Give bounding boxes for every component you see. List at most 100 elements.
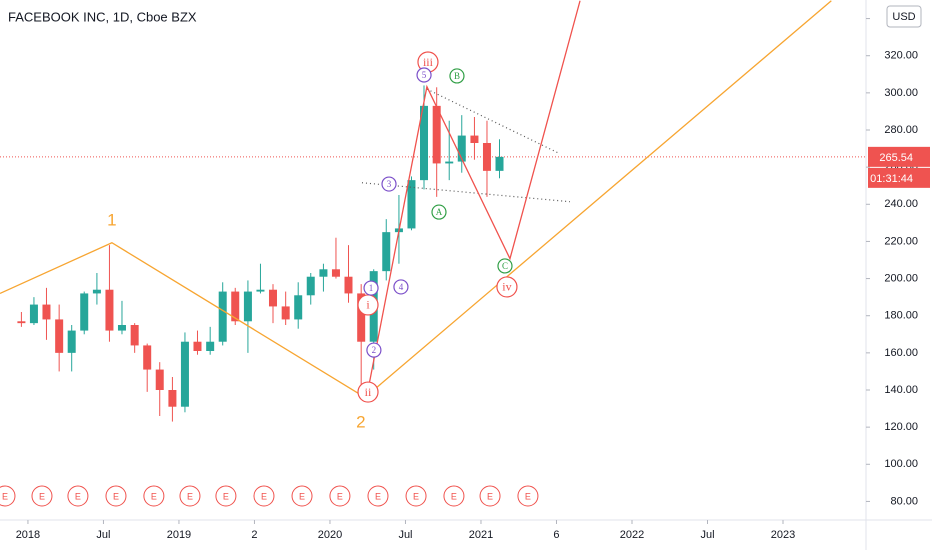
y-tick-label: 120.00 — [884, 421, 918, 433]
earnings-marker — [367, 485, 389, 507]
wave-label-circle — [496, 276, 518, 298]
wave-label: 2 — [372, 345, 377, 355]
earnings-marker — [517, 485, 539, 507]
earnings-label: E — [223, 491, 229, 501]
candle-body — [130, 325, 139, 346]
candle-body — [281, 306, 290, 320]
earnings-marker — [0, 485, 16, 507]
wave-label-circle — [357, 381, 379, 403]
currency-button[interactable] — [886, 5, 922, 28]
earnings-marker — [253, 485, 275, 507]
candle-body — [495, 156, 504, 171]
y-tick-label: 300.00 — [884, 87, 918, 99]
wave-label: 3 — [387, 179, 392, 189]
last-price-text: 265.54 — [879, 152, 913, 164]
earnings-label: E — [2, 491, 8, 501]
candle-body — [331, 269, 340, 277]
x-tick-label: 2023 — [771, 529, 795, 541]
earnings-label: E — [375, 491, 381, 501]
candle-body — [243, 291, 252, 322]
x-tick-label: Jul — [398, 529, 412, 541]
countdown-tag — [868, 167, 930, 188]
x-tick-label: Jul — [700, 529, 714, 541]
earnings-marker — [405, 485, 427, 507]
y-tick-label: 80.00 — [890, 495, 918, 507]
candle-body — [80, 293, 89, 331]
candle-body — [218, 291, 227, 342]
wave-label-circle — [366, 342, 382, 358]
candle-body — [92, 289, 101, 294]
candle-body — [407, 180, 416, 229]
candle-body — [42, 304, 51, 320]
candle-body — [457, 135, 466, 162]
candle-body — [105, 289, 114, 331]
wave-label: iv — [502, 280, 511, 294]
candle-body — [268, 289, 277, 307]
x-tick-label: 2021 — [469, 529, 493, 541]
earnings-label: E — [451, 491, 457, 501]
wave-label: B — [454, 71, 460, 81]
candle-body — [294, 295, 303, 320]
wave-label: i — [366, 298, 370, 312]
candle-body — [445, 161, 454, 164]
wave-label-circle — [381, 176, 397, 192]
price-axis — [866, 0, 932, 520]
earnings-label: E — [261, 491, 267, 501]
currency-label[interactable]: USD — [892, 11, 915, 23]
wave-label-circle — [497, 258, 513, 274]
x-tick-label: Jul — [96, 529, 110, 541]
wave-label: ii — [365, 385, 372, 399]
earnings-label: E — [299, 491, 305, 501]
candle-body — [143, 345, 152, 370]
wave-label-circle — [416, 67, 432, 83]
last-price-tag — [868, 146, 930, 167]
wave-label-circle — [393, 279, 409, 295]
candle-body — [17, 321, 26, 324]
y-tick-label: 180.00 — [884, 310, 918, 322]
wave-line — [367, 0, 581, 391]
earnings-label: E — [413, 491, 419, 501]
wave-label-circle — [363, 280, 379, 296]
wave-label: C — [502, 261, 508, 271]
candle-body — [482, 143, 491, 171]
earnings-label: E — [39, 491, 45, 501]
earnings-label: E — [151, 491, 157, 501]
candle-body — [55, 319, 64, 353]
earnings-marker — [143, 485, 165, 507]
x-tick-label: 2019 — [167, 529, 191, 541]
y-tick-label: 140.00 — [884, 384, 918, 396]
chart-title: FACEBOOK INC, 1D, Cboe BZX — [8, 9, 197, 24]
y-tick-label: 220.00 — [884, 235, 918, 247]
trend-line — [361, 182, 570, 203]
candle-body — [470, 135, 479, 143]
candle-body — [193, 341, 202, 351]
earnings-marker — [329, 485, 351, 507]
y-tick-label: 240.00 — [884, 198, 918, 210]
candle-body — [117, 325, 126, 331]
earnings-marker — [479, 485, 501, 507]
earnings-marker — [67, 485, 89, 507]
candle-body — [256, 289, 265, 292]
x-tick-label: 2022 — [620, 529, 644, 541]
earnings-label: E — [113, 491, 119, 501]
trend-line — [426, 88, 561, 155]
candle-body — [319, 269, 328, 277]
y-tick-label: 160.00 — [884, 347, 918, 359]
x-tick-label: 2020 — [318, 529, 342, 541]
y-tick-label: 320.00 — [884, 50, 918, 62]
wave-label: 1 — [369, 283, 374, 293]
axes: 80.00 100.00 120.00 140.00 160.00 180.00 200.0… — [16, 12, 930, 541]
candle-body — [344, 276, 353, 294]
earnings-marker — [215, 485, 237, 507]
earnings-marker — [291, 485, 313, 507]
wave-label: 4 — [399, 282, 404, 292]
wave-label: 5 — [422, 70, 427, 80]
wave-label-circle — [449, 68, 465, 84]
candle-body — [29, 304, 38, 324]
candle-body — [420, 105, 429, 181]
x-tick-label: 6 — [553, 529, 559, 541]
x-tick-label: 2 — [251, 529, 257, 541]
earnings-label: E — [487, 491, 493, 501]
